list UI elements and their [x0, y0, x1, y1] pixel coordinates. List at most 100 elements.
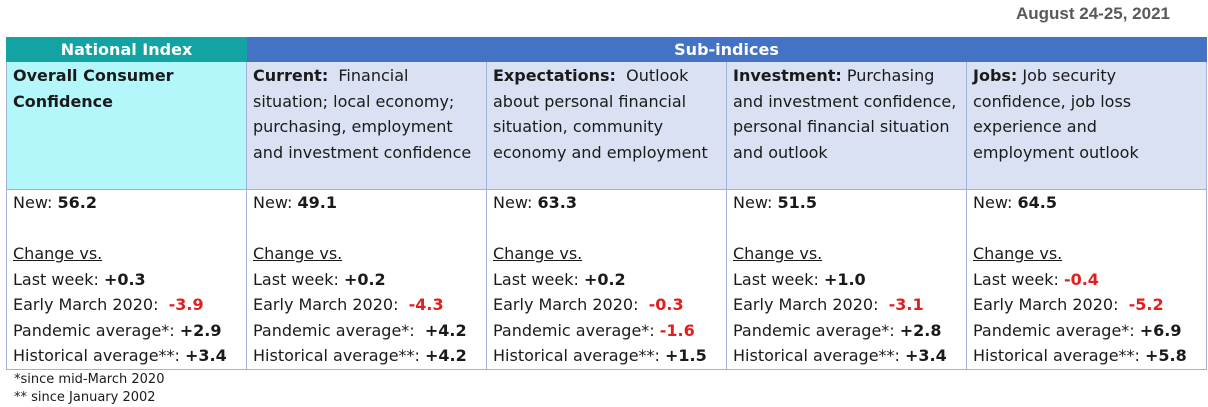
new-label: New:: [973, 193, 1018, 212]
values-cell: New: 64.5 Change vs. Last week: -0.4 Early …: [966, 189, 1207, 370]
column-title: Investment: [733, 66, 836, 85]
confidence-table: National Index Sub-indices Overall Consu…: [6, 37, 1207, 370]
change-value: -1.6: [659, 320, 695, 340]
change-value: -0.3: [648, 295, 684, 314]
change-line: Early March 2020: -4.3: [253, 292, 480, 318]
column-description: Purchasing and investment confidence, pe…: [733, 66, 957, 162]
footnote-pandemic: *since mid-March 2020: [14, 372, 165, 387]
change-value: -5.2: [1128, 295, 1164, 314]
change-line: Early March 2020: -5.2: [973, 292, 1200, 318]
change-line: Last week: +1.0: [733, 267, 960, 293]
change-line: Last week: +0.3: [13, 267, 240, 293]
new-value: 56.2: [57, 193, 97, 212]
expectations-description-cell: Expectations: Outlook about personal fin…: [486, 61, 727, 190]
change-value: +3.4: [905, 346, 947, 365]
change-value: -4.3: [408, 295, 444, 314]
new-label: New:: [253, 193, 298, 212]
change-heading: Change vs.: [493, 244, 583, 263]
change-label: Last week:: [13, 269, 104, 289]
change-line: Last week: -0.4: [973, 267, 1200, 293]
national-index-header: National Index: [6, 37, 247, 62]
change-line: Historical average**: +3.4: [13, 343, 240, 369]
change-value: +0.3: [103, 269, 146, 289]
spacer: [493, 216, 720, 242]
change-label: Last week:: [493, 269, 584, 289]
column-title: Expectations: [493, 66, 610, 85]
change-heading: Change vs.: [253, 244, 343, 263]
change-value: +4.2: [425, 346, 467, 365]
column-title: Overall Consumer Confidence: [13, 66, 174, 111]
column-description: Job security confidence, job loss experi…: [973, 66, 1139, 162]
change-label: Historical average**:: [13, 346, 186, 365]
change-label: Early March 2020:: [13, 295, 169, 314]
change-label: Historical average**:: [253, 346, 426, 365]
change-line: Pandemic average*: +6.9: [973, 318, 1200, 344]
change-label: Early March 2020:: [493, 295, 649, 314]
change-label: Pandemic average*:: [493, 320, 660, 340]
new-value: 63.3: [537, 193, 577, 212]
values-cell: New: 51.5 Change vs. Last week: +1.0 Early …: [726, 189, 967, 370]
change-line: Last week: +0.2: [493, 267, 720, 293]
column-description: Financial situation; local economy; purc…: [253, 66, 472, 162]
change-label: Historical average**:: [733, 346, 906, 365]
change-line: Early March 2020: -0.3: [493, 292, 720, 318]
change-line: Historical average**: +4.2: [253, 343, 480, 369]
change-value: -0.4: [1063, 269, 1099, 289]
new-value-line: New: 51.5: [733, 190, 960, 216]
change-heading: Change vs.: [13, 244, 103, 263]
change-label: Pandemic average*:: [13, 320, 180, 340]
change-line: Historical average**: +5.8: [973, 343, 1200, 369]
change-value: -3.9: [168, 295, 204, 314]
change-line: Early March 2020: -3.1: [733, 292, 960, 318]
values-cell: New: 63.3 Change vs. Last week: +0.2 Early …: [486, 189, 727, 370]
change-label: Historical average**:: [973, 346, 1146, 365]
change-label: Last week:: [733, 269, 824, 289]
new-value-line: New: 49.1: [253, 190, 480, 216]
column-title: Jobs: [973, 66, 1011, 85]
spacer: [13, 216, 240, 242]
change-value: +5.8: [1145, 346, 1187, 365]
change-value: +6.9: [1139, 320, 1182, 340]
investment-description-cell: Investment: Purchasing and investment co…: [726, 61, 967, 190]
column-title: Current: [253, 66, 322, 85]
new-label: New:: [13, 193, 58, 212]
change-value: +1.5: [665, 346, 707, 365]
description-row: Overall Consumer Confidence Current: Fin…: [6, 61, 1207, 190]
sub-indices-header: Sub-indices: [246, 37, 1207, 62]
change-label: Last week:: [253, 269, 344, 289]
values-cell: New: 49.1 Change vs. Last week: +0.2 Early …: [246, 189, 487, 370]
change-value: -3.1: [888, 295, 924, 314]
column-description: Outlook about personal financial situati…: [493, 66, 708, 162]
values-cell: New: 56.2 Change vs. Last week: +0.3 Early …: [6, 189, 247, 370]
change-value: +4.2: [424, 320, 467, 340]
change-label: Historical average**:: [493, 346, 666, 365]
change-line: Pandemic average*: +4.2: [253, 318, 480, 344]
new-value: 49.1: [297, 193, 337, 212]
change-heading: Change vs.: [733, 244, 823, 263]
change-value: +1.0: [823, 269, 866, 289]
change-line: Pandemic average*: +2.8: [733, 318, 960, 344]
new-value: 51.5: [777, 193, 817, 212]
change-line: Last week: +0.2: [253, 267, 480, 293]
new-label: New:: [733, 193, 778, 212]
current-description-cell: Current: Financial situation; local econ…: [246, 61, 487, 190]
change-heading: Change vs.: [973, 244, 1063, 263]
change-line: Pandemic average*: +2.9: [13, 318, 240, 344]
change-line: Historical average**: +3.4: [733, 343, 960, 369]
spacer: [733, 216, 960, 242]
change-line: Early March 2020: -3.9: [13, 292, 240, 318]
change-value: +0.2: [583, 269, 626, 289]
jobs-description-cell: Jobs: Job security confidence, job loss …: [966, 61, 1207, 190]
change-label: Early March 2020:: [733, 295, 889, 314]
footnote-historical: ** since January 2002: [14, 390, 156, 405]
change-label: Early March 2020:: [253, 295, 409, 314]
new-value-line: New: 64.5: [973, 190, 1200, 216]
change-label: Last week:: [973, 269, 1064, 289]
report-date: August 24-25, 2021: [1015, 4, 1170, 23]
new-value: 64.5: [1017, 193, 1057, 212]
change-label: Early March 2020:: [973, 295, 1129, 314]
spacer: [253, 216, 480, 242]
new-value-line: New: 63.3: [493, 190, 720, 216]
change-line: Historical average**: +1.5: [493, 343, 720, 369]
header-row: National Index Sub-indices: [6, 37, 1207, 62]
